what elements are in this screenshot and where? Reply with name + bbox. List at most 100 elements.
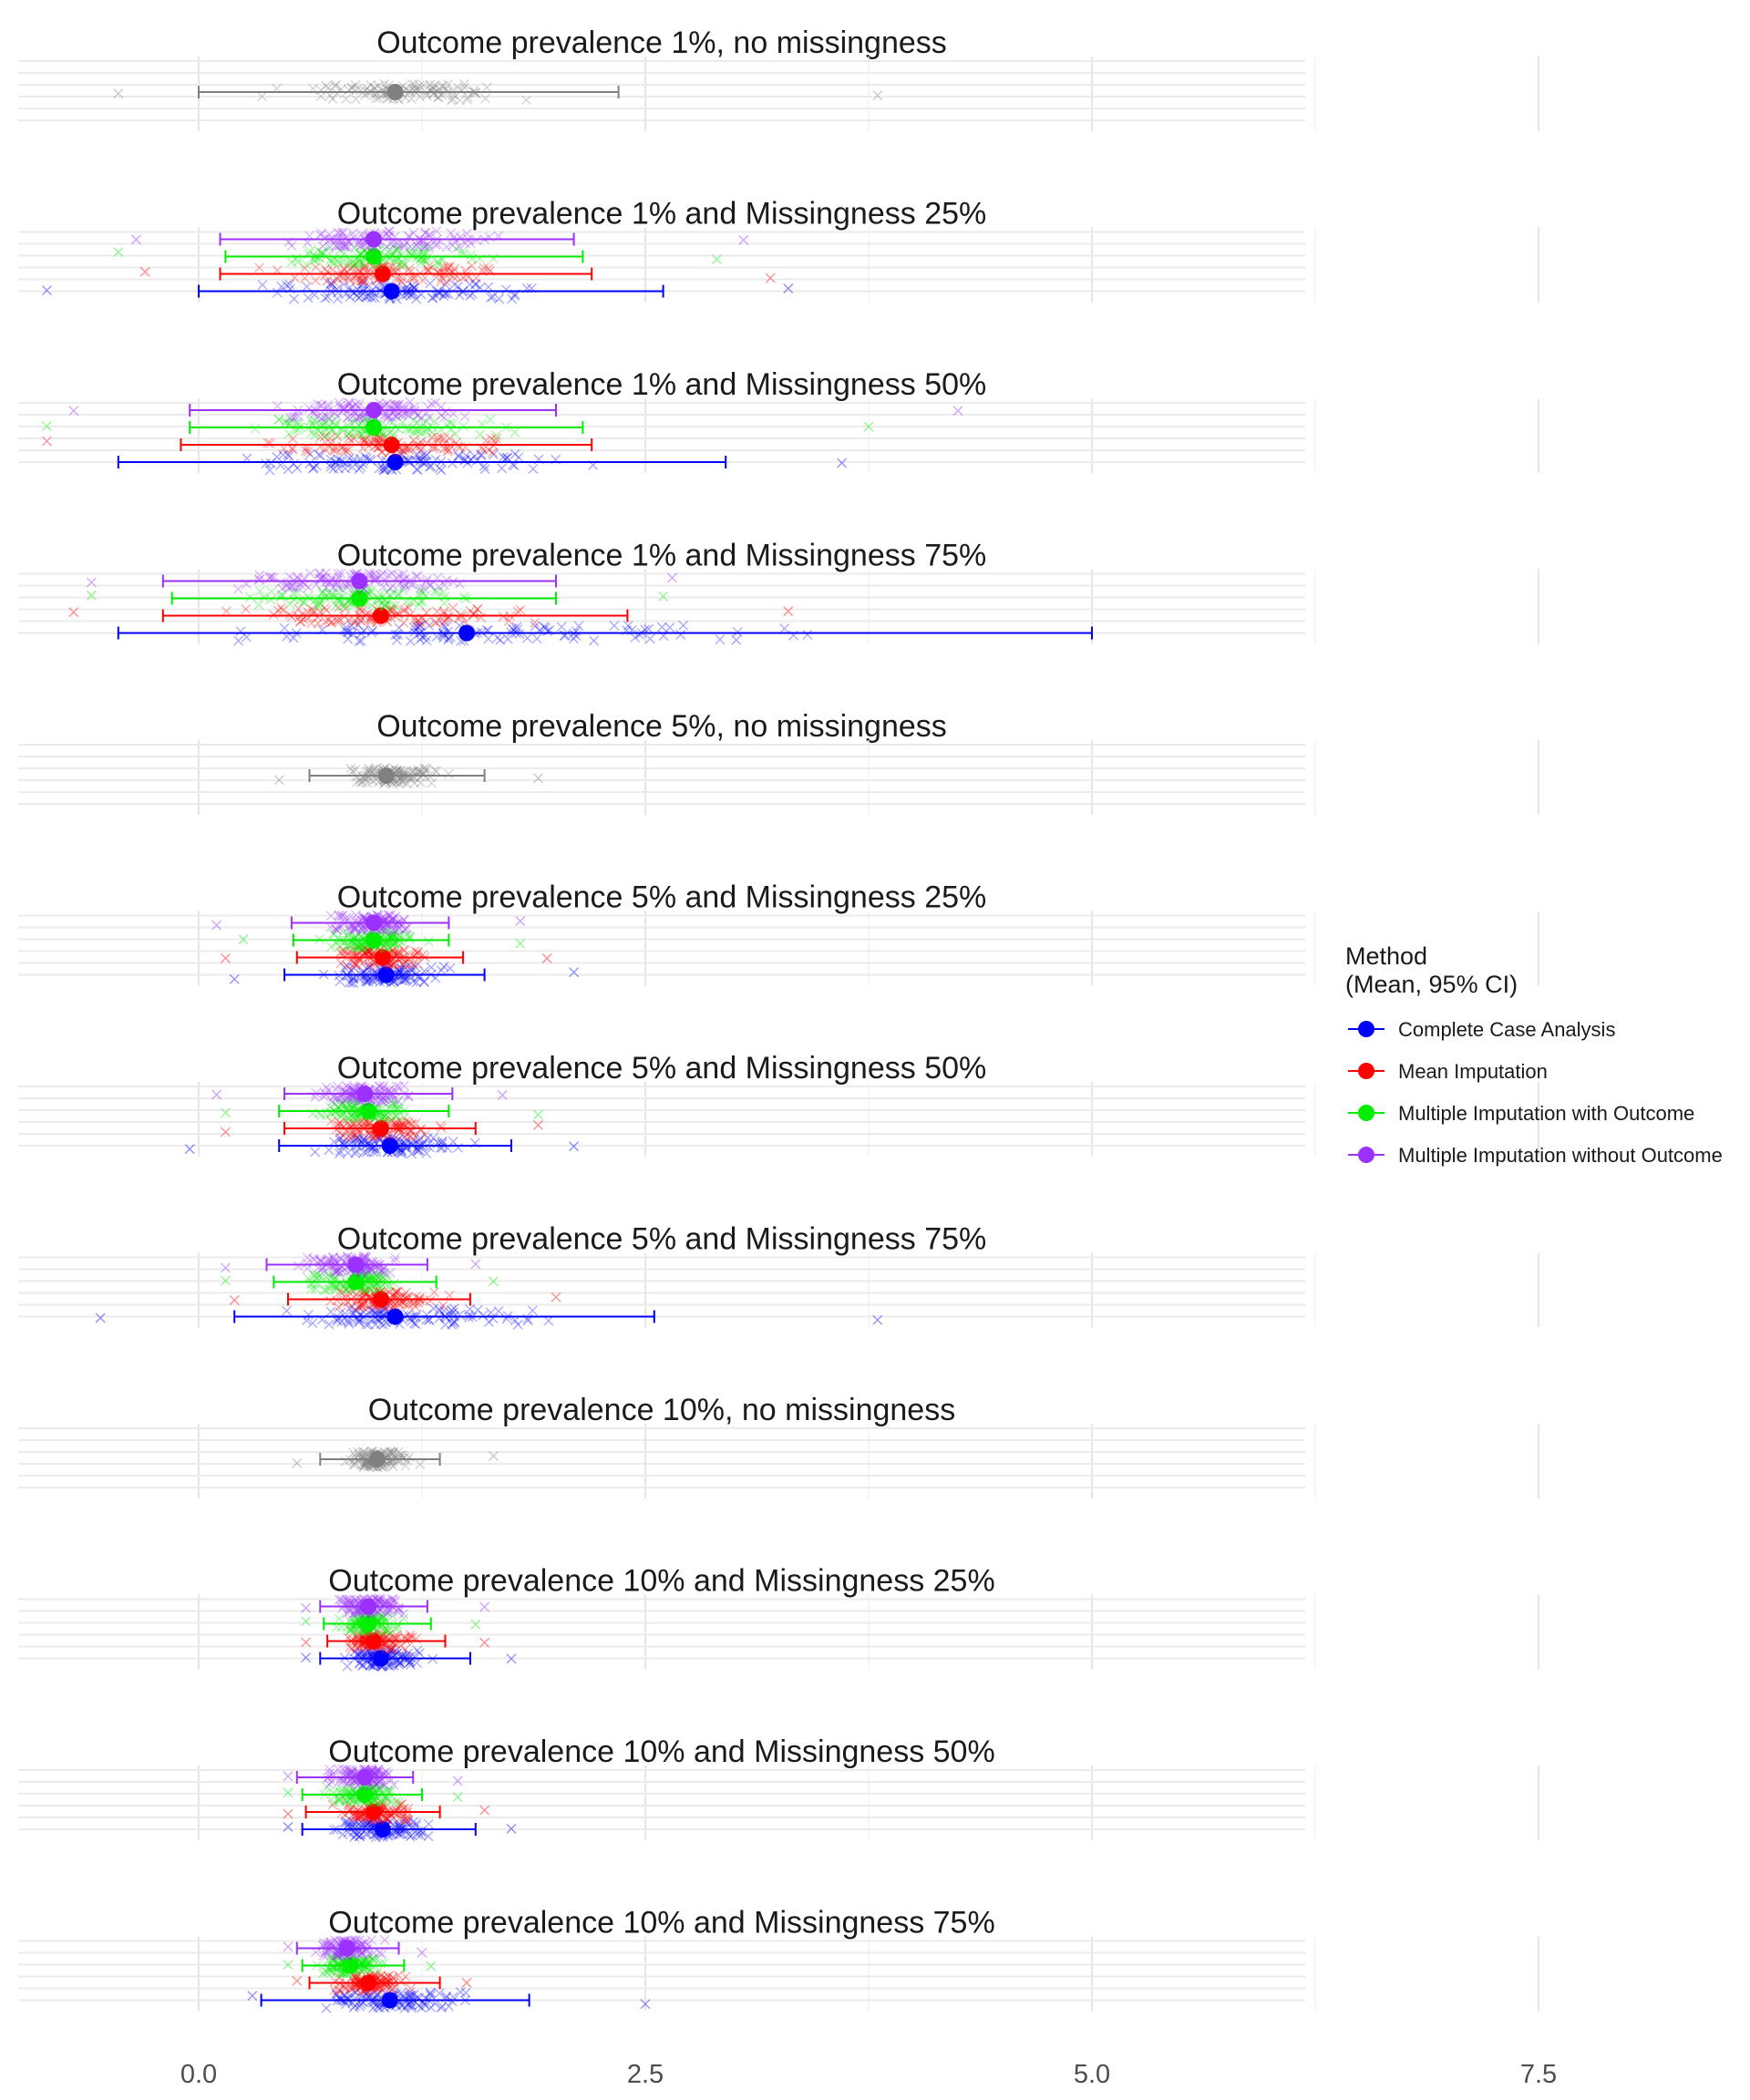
sample-point <box>476 450 487 461</box>
sample-point <box>321 411 332 422</box>
sample-point <box>623 621 633 631</box>
sample-point <box>325 278 336 289</box>
sample-point <box>393 238 403 249</box>
mean-point <box>356 1086 374 1102</box>
sample-point <box>422 423 433 434</box>
sample-point <box>314 431 325 442</box>
panel-title: Outcome prevalence 1%, no missingness <box>376 26 947 60</box>
sample-point <box>427 293 438 304</box>
sample-point <box>403 409 414 420</box>
sample-point <box>369 83 380 93</box>
sample-point <box>354 635 365 646</box>
sample-point <box>359 273 370 284</box>
series-miw <box>113 243 722 270</box>
sample-point <box>457 85 468 96</box>
sample-point <box>385 245 396 256</box>
sample-point <box>423 412 434 423</box>
sample-point <box>325 1306 336 1317</box>
sample-point <box>388 239 399 250</box>
sample-point <box>265 458 276 468</box>
sample-point <box>287 434 298 444</box>
mean-point <box>365 402 383 418</box>
sample-point <box>332 273 343 284</box>
sample-point <box>264 438 275 448</box>
sample-point <box>433 92 444 103</box>
sample-point <box>356 275 367 286</box>
sample-point <box>348 232 359 242</box>
sample-point <box>465 290 476 301</box>
legend-item-mean: Mean Imputation <box>1348 1060 1548 1083</box>
sample-point <box>355 412 365 423</box>
sample-point <box>262 438 273 448</box>
sample-point <box>416 413 427 424</box>
sample-point <box>349 416 360 427</box>
sample-point <box>282 1305 293 1316</box>
sample-point <box>320 293 331 304</box>
sample-point <box>350 79 361 90</box>
sample-point <box>394 241 405 252</box>
series-none <box>113 78 883 106</box>
sample-point <box>495 634 506 645</box>
sample-point <box>320 417 331 427</box>
sample-point <box>447 86 458 97</box>
sample-point <box>446 228 457 239</box>
sample-point <box>285 415 296 426</box>
outlier-point <box>765 273 776 283</box>
sample-point <box>443 2001 454 2012</box>
sample-point <box>346 82 357 93</box>
sample-point <box>448 240 458 251</box>
sample-point <box>272 287 283 298</box>
sample-point <box>334 397 345 408</box>
sample-point <box>385 399 396 410</box>
outlier-point <box>283 1771 293 1782</box>
sample-point <box>359 261 370 272</box>
sample-point <box>409 427 420 438</box>
sample-point <box>568 633 579 644</box>
sample-point <box>250 424 261 434</box>
sample-point <box>359 264 370 275</box>
outlier-point <box>41 285 52 296</box>
sample-point <box>406 244 417 255</box>
mean-point <box>458 624 475 642</box>
sample-point <box>445 261 456 272</box>
sample-point <box>732 627 743 637</box>
sample-point <box>432 606 442 617</box>
sample-point <box>326 257 337 268</box>
sample-point <box>344 404 355 415</box>
sample-point <box>345 263 355 274</box>
sample-point <box>408 435 419 446</box>
sample-point <box>343 242 354 252</box>
sample-point <box>393 243 404 253</box>
sample-point <box>349 406 360 417</box>
sample-point <box>497 463 508 474</box>
sample-point <box>387 430 398 441</box>
sample-point <box>316 413 327 424</box>
sample-point <box>779 623 790 634</box>
x-axis: 0.02.55.07.510.0 <box>180 2060 1557 2089</box>
sample-point <box>413 409 423 420</box>
sample-point <box>399 404 410 415</box>
sample-point <box>391 244 402 255</box>
sample-point <box>286 241 297 252</box>
sample-point <box>432 435 443 446</box>
sample-point <box>391 262 402 273</box>
sample-point <box>385 427 395 438</box>
sample-point <box>335 241 346 251</box>
sample-point <box>332 227 343 238</box>
sample-point <box>324 1145 335 1156</box>
sample-point <box>291 252 302 263</box>
sample-point <box>314 252 325 263</box>
sample-point <box>454 95 465 106</box>
outlier-point <box>41 421 52 432</box>
sample-point <box>386 249 396 260</box>
sample-point <box>486 434 497 444</box>
sample-point <box>304 403 314 414</box>
sample-point <box>436 432 447 443</box>
sample-point <box>401 408 412 419</box>
sample-point <box>425 79 436 90</box>
sample-point <box>324 415 335 425</box>
sample-point <box>483 263 494 274</box>
sample-point <box>318 420 328 431</box>
sample-point <box>498 451 509 462</box>
